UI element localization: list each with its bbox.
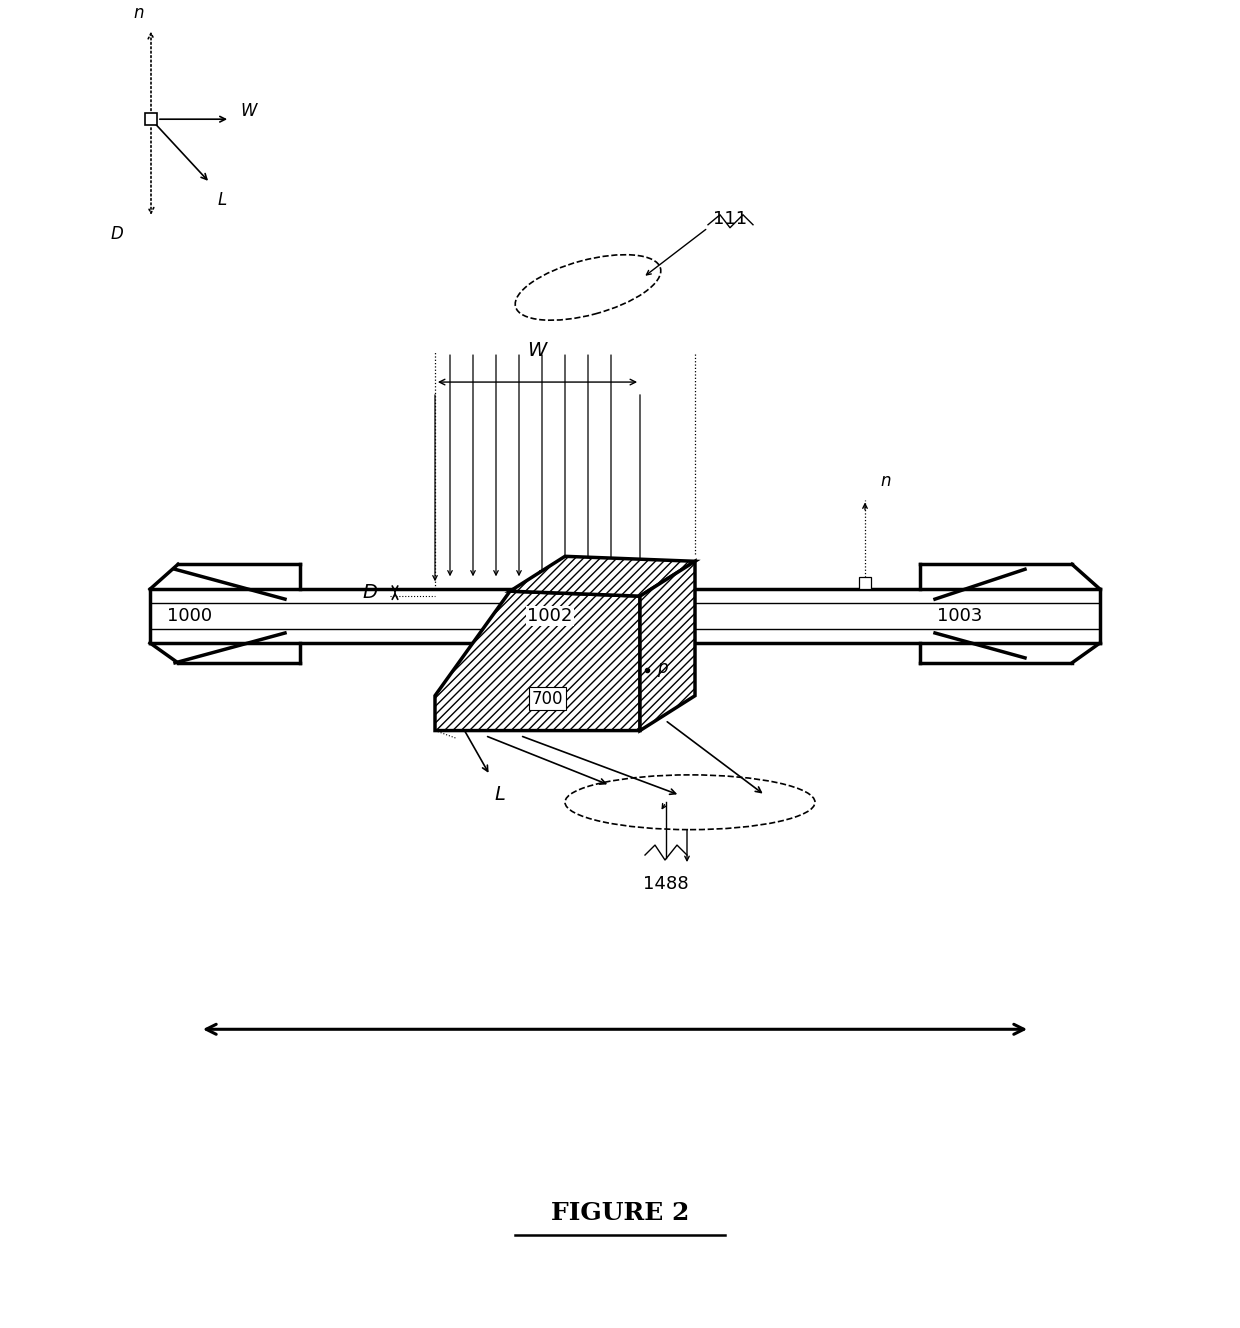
Text: $D$: $D$ bbox=[110, 224, 124, 243]
Text: $L$: $L$ bbox=[495, 785, 506, 805]
Text: $L$: $L$ bbox=[217, 191, 227, 208]
Bar bbox=[145, 113, 157, 125]
Text: 1000: 1000 bbox=[167, 607, 212, 625]
Text: $D$: $D$ bbox=[362, 583, 378, 602]
Text: $W$: $W$ bbox=[527, 341, 548, 360]
Text: $W$: $W$ bbox=[241, 102, 259, 121]
Text: $n$: $n$ bbox=[133, 4, 145, 21]
Text: 700: 700 bbox=[532, 689, 563, 708]
Polygon shape bbox=[640, 562, 694, 730]
Text: 1003: 1003 bbox=[937, 607, 982, 625]
Text: 1488: 1488 bbox=[644, 875, 688, 892]
Polygon shape bbox=[510, 556, 694, 596]
Text: $n$: $n$ bbox=[880, 471, 892, 490]
Bar bbox=[859, 578, 870, 590]
Text: 111: 111 bbox=[713, 210, 748, 227]
Text: $p$: $p$ bbox=[657, 661, 668, 679]
Polygon shape bbox=[435, 591, 640, 730]
Text: 1002: 1002 bbox=[527, 607, 573, 625]
Text: FIGURE 2: FIGURE 2 bbox=[551, 1202, 689, 1226]
